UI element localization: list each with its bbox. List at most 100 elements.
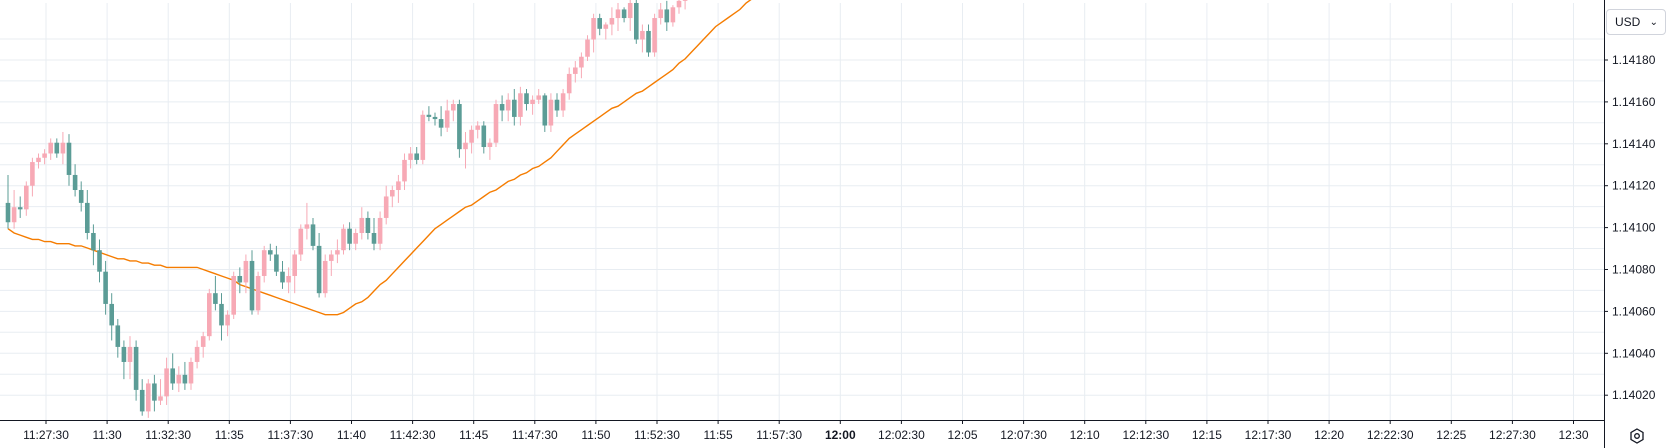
- candle: [640, 24, 645, 53]
- x-tick-label: 12:17:30: [1245, 428, 1292, 442]
- candle-body: [365, 217, 371, 233]
- candle: [444, 99, 450, 132]
- x-tick-label: 12:05: [947, 428, 977, 442]
- candle-body: [487, 142, 493, 148]
- candle-body: [585, 39, 590, 57]
- candle-body: [475, 125, 480, 130]
- candle-body: [512, 99, 517, 117]
- candle: [213, 275, 218, 311]
- candle: [329, 250, 334, 276]
- candle-body: [60, 142, 66, 154]
- candle: [341, 224, 346, 255]
- candle-body: [469, 129, 474, 143]
- candle-body: [97, 250, 102, 272]
- candle: [365, 211, 371, 240]
- candle: [402, 153, 407, 191]
- candle-body: [30, 162, 35, 186]
- candle: [530, 95, 535, 115]
- candle-body: [298, 228, 304, 255]
- candle: [152, 374, 157, 412]
- candle-body: [396, 181, 401, 191]
- candle-body: [554, 99, 560, 111]
- candle: [676, 0, 682, 14]
- candle-body: [274, 254, 279, 272]
- candle: [310, 217, 316, 251]
- candle-body: [615, 9, 621, 19]
- currency-value: USD: [1615, 15, 1641, 29]
- candle: [176, 366, 182, 393]
- candle-body: [91, 232, 96, 251]
- candle: [615, 3, 621, 31]
- candle: [139, 379, 145, 416]
- candle: [11, 190, 17, 229]
- candle: [280, 260, 285, 289]
- x-tick-label: 11:35: [215, 428, 244, 442]
- candle-body: [341, 228, 346, 251]
- y-tick-label: 1.14120: [1612, 179, 1656, 193]
- x-tick-label: 12:30: [1558, 428, 1588, 442]
- y-tick-label: 1.14180: [1612, 53, 1656, 67]
- candle-body: [261, 250, 267, 276]
- x-tick-label: 12:25: [1436, 428, 1466, 442]
- candle-body: [408, 153, 413, 160]
- currency-select[interactable]: USD ⌄: [1606, 9, 1666, 35]
- candle: [133, 340, 139, 401]
- candle: [207, 288, 212, 341]
- x-tick-label: 11:52:30: [634, 428, 680, 442]
- candle: [536, 88, 541, 105]
- x-axis-labels: 11:27:30 11:30 11:32:30 11:35 11:37:30 11:40 1…: [23, 420, 1589, 442]
- candle: [158, 379, 163, 405]
- candle-body: [24, 185, 29, 210]
- grid-lines: [0, 3, 1604, 420]
- candle-body: [231, 275, 236, 315]
- y-tick-label: 1.14060: [1612, 304, 1656, 318]
- candle: [219, 293, 224, 341]
- x-tick-label: 11:32:30: [145, 428, 191, 442]
- candle: [469, 125, 474, 154]
- candle: [414, 147, 419, 165]
- candle: [597, 13, 602, 36]
- candle: [54, 138, 60, 158]
- x-tick-label: 12:20: [1314, 428, 1344, 442]
- y-tick-label: 1.14080: [1612, 263, 1656, 277]
- candle: [78, 181, 84, 212]
- candle: [585, 35, 590, 62]
- candle-body: [176, 374, 182, 384]
- candle-body: [353, 232, 358, 244]
- x-tick-label: 11:27:30: [23, 428, 69, 442]
- candle-body: [292, 254, 297, 276]
- candle-body: [566, 73, 572, 94]
- candle: [36, 153, 41, 169]
- candle: [24, 181, 29, 216]
- candle-body: [542, 95, 548, 126]
- candle: [432, 112, 438, 126]
- candle: [383, 185, 389, 225]
- candle-body: [621, 9, 627, 19]
- candle: [109, 293, 114, 341]
- candle-body: [72, 174, 78, 191]
- settings-button[interactable]: [1626, 425, 1648, 447]
- x-tick-label: 12:07:30: [1000, 428, 1047, 442]
- candle-body: [170, 368, 175, 384]
- candle-body: [182, 374, 188, 384]
- candle-body: [536, 95, 541, 100]
- candle-body: [225, 314, 230, 326]
- candle-body: [426, 114, 432, 117]
- candle-body: [268, 250, 273, 255]
- candle: [371, 217, 377, 251]
- candle: [335, 239, 340, 264]
- candle: [66, 134, 72, 186]
- candle-body: [524, 93, 529, 105]
- candle-body: [383, 196, 389, 218]
- candle-body: [481, 125, 487, 148]
- candle-body: [243, 260, 249, 283]
- candle-body: [664, 9, 670, 23]
- x-tick-label: 11:57:30: [756, 428, 802, 442]
- candle: [286, 267, 291, 294]
- x-tick-label: 12:00: [825, 428, 856, 442]
- candle: [353, 228, 358, 251]
- candle-body: [451, 104, 456, 111]
- candle: [560, 88, 566, 117]
- candle: [231, 271, 236, 319]
